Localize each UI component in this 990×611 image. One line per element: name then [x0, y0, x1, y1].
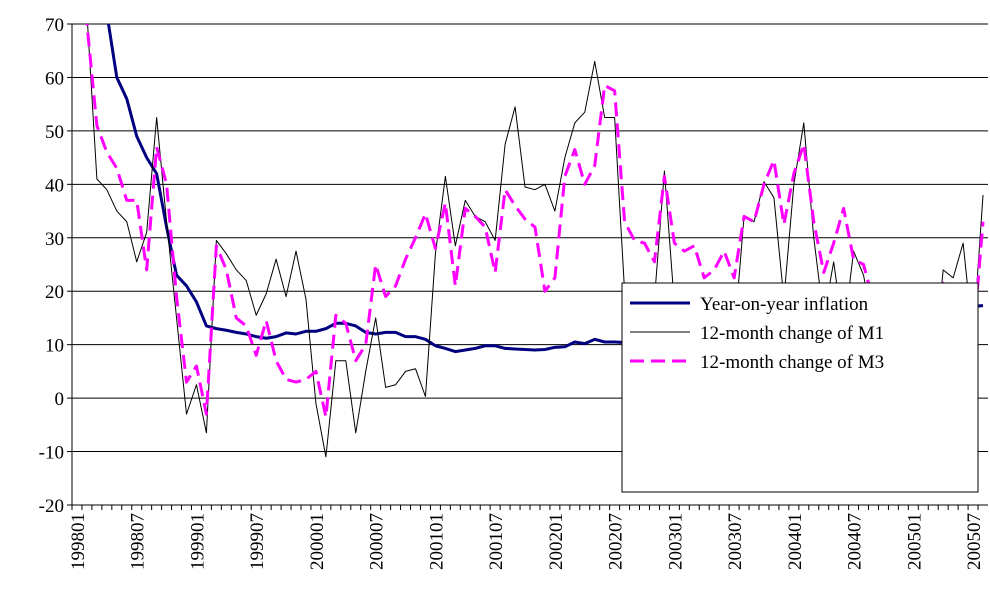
y-tick-label: 40 — [45, 175, 64, 196]
x-tick-label: 199907 — [247, 513, 268, 570]
y-tick-label: 20 — [45, 282, 64, 303]
x-tick-label: 199901 — [187, 513, 208, 570]
x-tick-label: 199807 — [128, 513, 149, 570]
y-tick-label: 30 — [45, 229, 64, 250]
y-tick-label: -10 — [39, 443, 64, 464]
x-tick-label: 200401 — [785, 513, 806, 570]
x-tick-label: 200107 — [486, 513, 507, 570]
x-tick-label: 200007 — [367, 513, 388, 570]
legend-label: 12-month change of M1 — [700, 323, 884, 344]
y-tick-label: 70 — [45, 15, 64, 36]
y-tick-label: 50 — [45, 122, 64, 143]
x-tick-label: 200507 — [964, 513, 985, 570]
legend-label: Year-on-year inflation — [700, 294, 869, 315]
x-tick-label: 200001 — [307, 513, 328, 570]
x-tick-label: 200307 — [725, 513, 746, 570]
grid — [72, 23, 988, 506]
x-tick-label: 200301 — [665, 513, 686, 570]
y-tick-label: 0 — [55, 389, 65, 410]
x-tick-label: 200501 — [904, 513, 925, 570]
x-tick-label: 200207 — [606, 513, 627, 570]
x-tick-label: 200201 — [546, 513, 567, 570]
y-tick-label: 10 — [45, 336, 64, 357]
x-tick-label: 200101 — [426, 513, 447, 570]
legend-box — [621, 282, 979, 493]
series-line — [85, 24, 985, 419]
axes: -20 -10 0 10 20 30 40 50 60 70 199801 199807 199901 1… — [39, 15, 988, 570]
y-tick-label: -20 — [39, 496, 64, 517]
legend: Year-on-year inflation 12-month change of… — [621, 282, 979, 493]
x-tick-label: 199801 — [68, 513, 89, 570]
x-tick-label: 200407 — [845, 513, 866, 570]
series-line — [87, 24, 984, 458]
legend-label: 12-month change of M3 — [700, 352, 884, 373]
y-tick-label: 60 — [45, 68, 64, 89]
